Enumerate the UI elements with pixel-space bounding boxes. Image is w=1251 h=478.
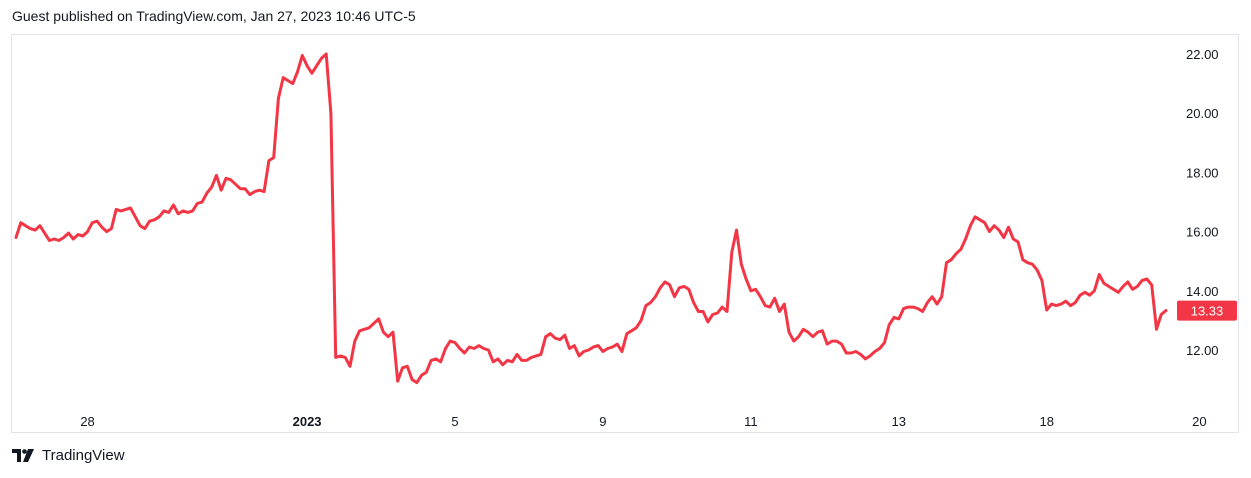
chart-frame — [11, 34, 1239, 433]
x-tick-label: 13 — [892, 414, 906, 429]
footer-brand[interactable]: TradingView — [12, 447, 125, 464]
x-tick-label: 20 — [1192, 414, 1206, 429]
y-tick-label: 16.00 — [1186, 225, 1219, 240]
x-tick-label: 2023 — [293, 414, 322, 429]
x-axis: 28202359111318202426 — [80, 414, 1206, 429]
x-tick-label: 18 — [1039, 414, 1053, 429]
y-tick-label: 18.00 — [1186, 165, 1219, 180]
price-series-line — [14, 52, 1168, 385]
y-tick-label: 22.00 — [1186, 47, 1219, 62]
y-tick-label: 12.00 — [1186, 343, 1219, 358]
last-price-label-bg — [1177, 300, 1237, 321]
x-tick-label: 5 — [451, 414, 458, 429]
y-tick-label: 20.00 — [1186, 106, 1219, 121]
x-tick-label: 11 — [744, 414, 758, 429]
y-axis: 22.00 20.00 18.00 16.00 14.00 12.00 — [1186, 47, 1219, 358]
tradingview-logo-icon — [12, 448, 34, 462]
x-tick-label: 28 — [80, 414, 94, 429]
x-tick-label: 9 — [599, 414, 606, 429]
last-price-label-text: 13.33 — [1191, 304, 1224, 319]
published-caption: Guest published on TradingView.com, Jan … — [12, 8, 416, 24]
last-price-label: 13.33 — [1177, 300, 1237, 321]
y-tick-label: 14.00 — [1186, 284, 1219, 299]
footer-brand-text: TradingView — [42, 447, 125, 464]
